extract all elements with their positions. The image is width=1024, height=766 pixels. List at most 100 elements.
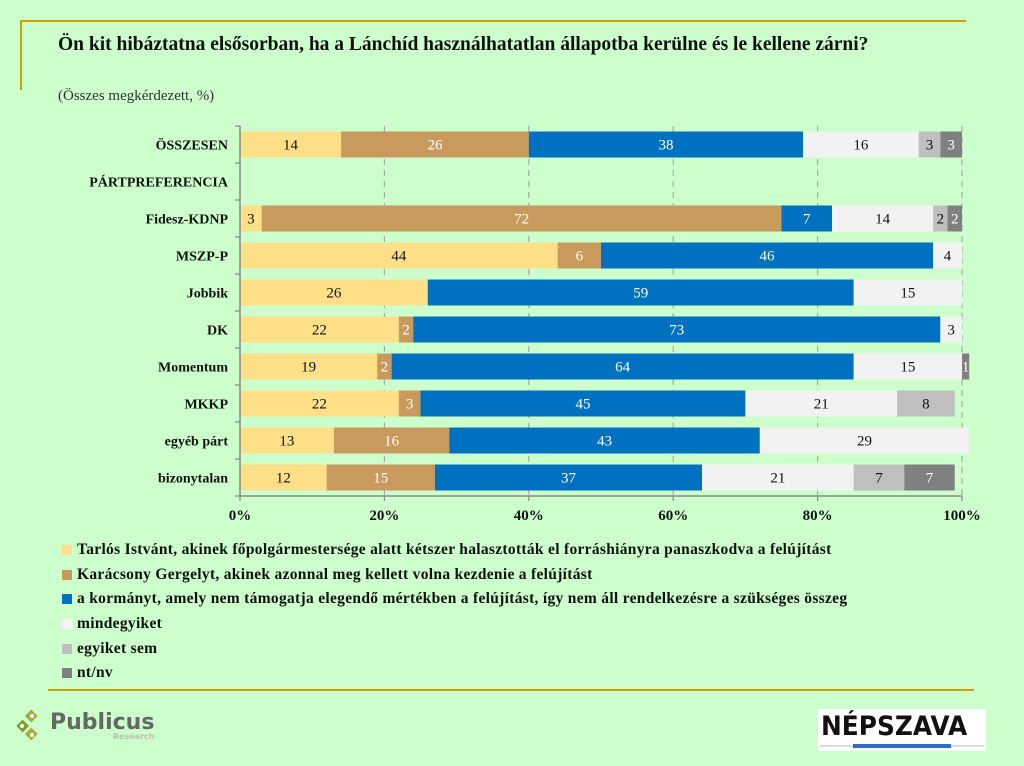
bar-value-label: 15	[900, 360, 915, 376]
legend-item: Karácsony Gergelyt, akinek azonnal meg k…	[62, 563, 847, 588]
category-label: Jobbik	[187, 287, 228, 302]
bar-value-label: 26	[326, 286, 342, 302]
x-tick-label: 80%	[803, 508, 833, 524]
bar-segment	[240, 131, 342, 158]
legend-label: a kormányt, amely nem támogatja elegendő…	[77, 590, 848, 608]
bar-segment	[853, 353, 962, 380]
bar-value-label: 7	[926, 471, 934, 487]
bar-value-label: 3	[947, 323, 955, 339]
bar-value-label: 45	[575, 397, 590, 413]
chart-legend: Tarlós Istvánt, akinek főpolgármesterség…	[62, 538, 847, 686]
bar-value-label: 38	[658, 138, 673, 154]
frame-top-rule	[20, 20, 966, 22]
bar-segment	[240, 390, 399, 417]
category-label: PÁRTPREFERENCIA	[89, 174, 229, 191]
category-label: MSZP-P	[176, 250, 229, 265]
bar-value-label: 15	[373, 471, 388, 487]
bar-value-label: 6	[576, 249, 584, 265]
category-label: ÖSSZESEN	[156, 137, 228, 154]
bar-segment	[940, 131, 962, 158]
legend-swatch	[62, 643, 72, 654]
bar-segment	[528, 131, 804, 158]
bar-value-label: 19	[301, 360, 316, 376]
bar-segment	[326, 464, 435, 491]
legend-item: a kormányt, amely nem támogatja elegendő…	[62, 587, 847, 612]
x-tick-label: 20%	[369, 508, 399, 524]
bar-value-label: 4	[944, 249, 952, 265]
bar-value-label: 14	[875, 212, 891, 228]
bar-segment	[781, 205, 833, 232]
bar-value-label: 7	[875, 471, 883, 487]
chart-subtitle: (Összes megkérdezett, %)	[58, 88, 215, 104]
bar-segment	[240, 464, 327, 491]
bar-value-label: 21	[770, 471, 785, 487]
bar-value-label: 12	[276, 471, 291, 487]
bar-segment	[240, 316, 399, 343]
bar-value-label: 64	[615, 360, 631, 376]
publicus-name: Publicus	[50, 709, 155, 735]
bar-value-label: 37	[561, 471, 577, 487]
bar-value-label: 26	[427, 138, 443, 154]
legend-item: egyiket sem	[62, 636, 847, 661]
bar-value-label: 46	[760, 249, 776, 265]
bar-segment	[853, 279, 962, 306]
bar-segment	[333, 427, 450, 454]
x-tick-label: 60%	[658, 508, 688, 524]
bar-value-label: 73	[669, 323, 684, 339]
category-label: Momentum	[158, 361, 228, 376]
bar-value-label: 22	[312, 397, 327, 413]
bar-segment	[759, 427, 970, 454]
bar-value-label: 16	[384, 434, 400, 450]
category-label: MKKP	[184, 398, 228, 413]
legend-swatch	[62, 619, 72, 630]
bar-segment	[391, 353, 854, 380]
bar-segment	[853, 464, 905, 491]
bar-value-label: 2	[937, 212, 945, 228]
bar-value-label: 1	[962, 360, 970, 376]
bar-segment	[341, 131, 529, 158]
bar-segment	[413, 316, 941, 343]
legend-swatch	[62, 569, 72, 580]
legend-label: egyiket sem	[77, 639, 158, 657]
bar-segment	[240, 205, 262, 232]
legend-swatch	[62, 668, 72, 679]
bar-segment	[398, 316, 414, 343]
legend-label: Tarlós Istvánt, akinek főpolgármesterség…	[77, 541, 832, 559]
x-tick-label: 100%	[943, 508, 981, 524]
bar-segment	[240, 353, 378, 380]
bar-segment	[377, 353, 392, 380]
bar-segment	[702, 464, 854, 491]
bar-segment	[434, 464, 703, 491]
bar-value-label: 3	[406, 397, 414, 413]
bar-segment	[240, 242, 558, 269]
legend-label: Karácsony Gergelyt, akinek azonnal meg k…	[77, 565, 593, 583]
bar-segment	[240, 279, 428, 306]
nepszava-tagline-bar	[853, 744, 951, 748]
x-tick-label: 0%	[229, 508, 252, 524]
bar-segment	[803, 131, 919, 158]
bar-segment	[240, 427, 334, 454]
bar-value-label: 21	[814, 397, 829, 413]
category-label: Fidesz-KDNP	[146, 213, 229, 228]
legend-label: nt/nv	[77, 664, 113, 682]
bar-value-label: 72	[514, 212, 529, 228]
bar-value-label: 44	[391, 249, 407, 265]
bar-segment	[897, 390, 955, 417]
x-tick-label: 40%	[514, 508, 544, 524]
bar-value-label: 16	[853, 138, 869, 154]
bar-segment	[962, 353, 970, 380]
bar-value-label: 8	[922, 397, 930, 413]
publicus-logo: Publicus Research	[14, 708, 154, 744]
bar-segment	[745, 390, 898, 417]
bar-value-label: 2	[951, 212, 959, 228]
category-label: DK	[207, 324, 228, 339]
bar-value-label: 2	[402, 323, 410, 339]
bar-value-label: 22	[312, 323, 327, 339]
legend-item: Tarlós Istvánt, akinek főpolgármesterség…	[62, 538, 847, 563]
bar-value-label: 14	[283, 138, 299, 154]
legend-item: mindegyiket	[62, 612, 847, 637]
bar-value-label: 29	[857, 434, 872, 450]
category-label: bizonytalan	[158, 472, 228, 487]
bar-value-label: 3	[926, 138, 934, 154]
legend-label: mindegyiket	[77, 615, 163, 633]
